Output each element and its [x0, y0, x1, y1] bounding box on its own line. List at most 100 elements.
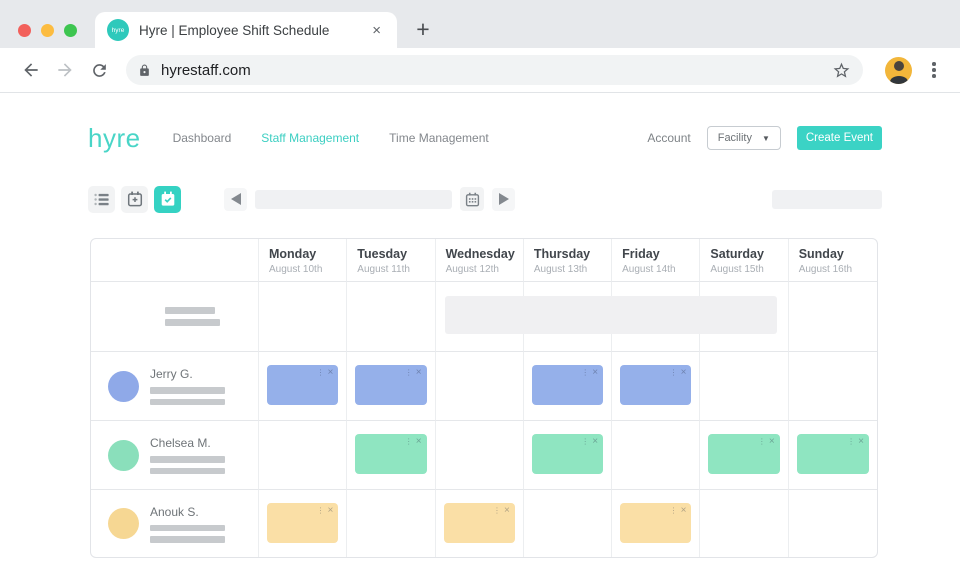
bookmark-star-icon[interactable] — [832, 61, 851, 80]
nav-staff-management[interactable]: Staff Management — [261, 131, 360, 145]
shift-remove-icon[interactable]: × — [768, 436, 775, 447]
shift-card[interactable]: ⋮ × — [355, 365, 427, 405]
shift-menu-icon[interactable]: ⋮ — [493, 506, 501, 515]
shift-menu-icon[interactable]: ⋮ — [581, 368, 590, 377]
schedule-cell[interactable] — [347, 282, 436, 352]
left-arrow-icon — [230, 193, 241, 205]
shift-card[interactable]: ⋮ × — [708, 434, 780, 474]
schedule-cell[interactable] — [435, 421, 524, 490]
schedule-cell[interactable] — [789, 490, 877, 557]
shift-remove-icon[interactable]: × — [858, 436, 864, 447]
shift-remove-icon[interactable]: × — [327, 367, 334, 378]
shift-remove-icon[interactable]: × — [415, 436, 422, 447]
facility-dropdown[interactable]: Facility ▼ — [706, 126, 781, 150]
employee-avatar — [108, 508, 139, 539]
schedule-cell[interactable]: ⋮ × — [523, 352, 613, 421]
new-tab-button[interactable]: + — [416, 15, 430, 42]
shift-menu-icon[interactable]: ⋮ — [847, 437, 856, 446]
schedule-cell[interactable] — [700, 282, 789, 352]
profile-avatar[interactable] — [885, 56, 912, 84]
tab-close-icon[interactable]: × — [372, 21, 381, 39]
schedule-cell[interactable]: ⋮ × — [436, 490, 524, 557]
schedule-cell[interactable] — [700, 352, 789, 421]
shift-menu-icon[interactable]: ⋮ — [316, 506, 325, 515]
shift-menu-icon[interactable]: ⋮ — [757, 437, 766, 446]
hyre-logo[interactable]: hyre — [88, 122, 141, 153]
shift-remove-icon[interactable]: × — [327, 505, 334, 516]
zoom-window-button[interactable] — [64, 24, 77, 37]
day-header-cell: Saturday August 15th — [700, 239, 789, 282]
shift-menu-icon[interactable]: ⋮ — [404, 368, 413, 377]
schedule-cell[interactable] — [788, 352, 877, 421]
shift-controls: ⋮ × — [493, 506, 510, 516]
schedule-cell[interactable]: ⋮ × — [347, 421, 436, 490]
account-link[interactable]: Account — [647, 131, 691, 145]
shift-card[interactable]: ⋮ × — [620, 503, 692, 543]
url-text[interactable]: hyrestaff.com — [161, 61, 251, 79]
calendar-icon — [465, 192, 479, 206]
schedule-cell[interactable]: ⋮ × — [259, 490, 348, 557]
shift-card[interactable]: ⋮ × — [267, 365, 339, 405]
minimize-window-button[interactable] — [41, 24, 54, 37]
day-header-cell: Sunday August 16th — [788, 239, 877, 282]
toolbar-right-display — [772, 189, 882, 209]
skeleton-line — [150, 387, 225, 394]
address-bar[interactable]: hyrestaff.com — [126, 55, 863, 85]
nav-time-management[interactable]: Time Management — [389, 131, 489, 145]
browser-tab[interactable]: hyre Hyre | Employee Shift Schedule × — [95, 12, 397, 48]
shift-card[interactable]: ⋮ × — [796, 434, 869, 474]
employee-info: Chelsea M. — [150, 436, 225, 474]
calendar-picker-button[interactable] — [460, 187, 484, 211]
skeleton-line — [165, 307, 215, 314]
schedule-cell[interactable] — [435, 352, 524, 421]
shift-menu-icon[interactable]: ⋮ — [669, 506, 678, 515]
schedule-cell[interactable]: ⋮ × — [612, 490, 701, 557]
shift-remove-icon[interactable]: × — [504, 505, 510, 516]
schedule-cell[interactable] — [612, 421, 701, 490]
shift-menu-icon[interactable]: ⋮ — [669, 368, 678, 377]
shift-card[interactable]: ⋮ × — [355, 434, 427, 474]
placeholder-info — [165, 307, 220, 326]
schedule-cell[interactable]: ⋮ × — [259, 352, 348, 421]
employee-cell: Jerry G. — [91, 352, 259, 421]
forward-icon[interactable] — [48, 53, 82, 87]
schedule-cell[interactable] — [259, 282, 348, 352]
schedule-cell[interactable]: ⋮ × — [788, 421, 877, 490]
shift-remove-icon[interactable]: × — [592, 367, 599, 378]
shift-menu-icon[interactable]: ⋮ — [581, 437, 590, 446]
create-event-button[interactable]: Create Event — [796, 126, 882, 150]
add-event-view-button[interactable] — [121, 185, 148, 213]
schedule-cell[interactable] — [524, 490, 613, 557]
shift-remove-icon[interactable]: × — [415, 367, 422, 378]
schedule-cell[interactable]: ⋮ × — [523, 421, 613, 490]
schedule-view-button[interactable] — [154, 185, 181, 213]
schedule-cell[interactable] — [700, 490, 789, 557]
nav-dashboard[interactable]: Dashboard — [172, 131, 232, 145]
schedule-cell[interactable] — [259, 421, 348, 490]
next-week-button[interactable] — [492, 187, 515, 211]
shift-card[interactable]: ⋮ × — [267, 503, 339, 543]
shift-card[interactable]: ⋮ × — [531, 434, 604, 474]
schedule-cell[interactable] — [788, 282, 877, 352]
shift-controls: ⋮ × — [316, 506, 333, 516]
back-icon[interactable] — [14, 53, 48, 87]
schedule-cell[interactable]: ⋮ × — [612, 352, 701, 421]
shift-remove-icon[interactable]: × — [680, 367, 687, 378]
reload-icon[interactable] — [82, 53, 116, 87]
browser-menu-icon[interactable] — [922, 62, 946, 78]
unassigned-event-block[interactable] — [444, 296, 777, 334]
shift-card[interactable]: ⋮ × — [443, 503, 515, 543]
shift-card[interactable]: ⋮ × — [620, 365, 692, 405]
schedule-cell[interactable]: ⋮ × — [700, 421, 789, 490]
shift-menu-icon[interactable]: ⋮ — [316, 368, 325, 377]
shift-menu-icon[interactable]: ⋮ — [404, 437, 413, 446]
close-window-button[interactable] — [18, 24, 31, 37]
date-navigation — [224, 187, 515, 211]
previous-week-button[interactable] — [224, 187, 247, 211]
shift-card[interactable]: ⋮ × — [531, 365, 604, 405]
shift-remove-icon[interactable]: × — [680, 505, 687, 516]
list-view-button[interactable] — [88, 185, 115, 213]
schedule-cell[interactable] — [347, 490, 436, 557]
schedule-cell[interactable]: ⋮ × — [347, 352, 436, 421]
shift-remove-icon[interactable]: × — [592, 436, 599, 447]
